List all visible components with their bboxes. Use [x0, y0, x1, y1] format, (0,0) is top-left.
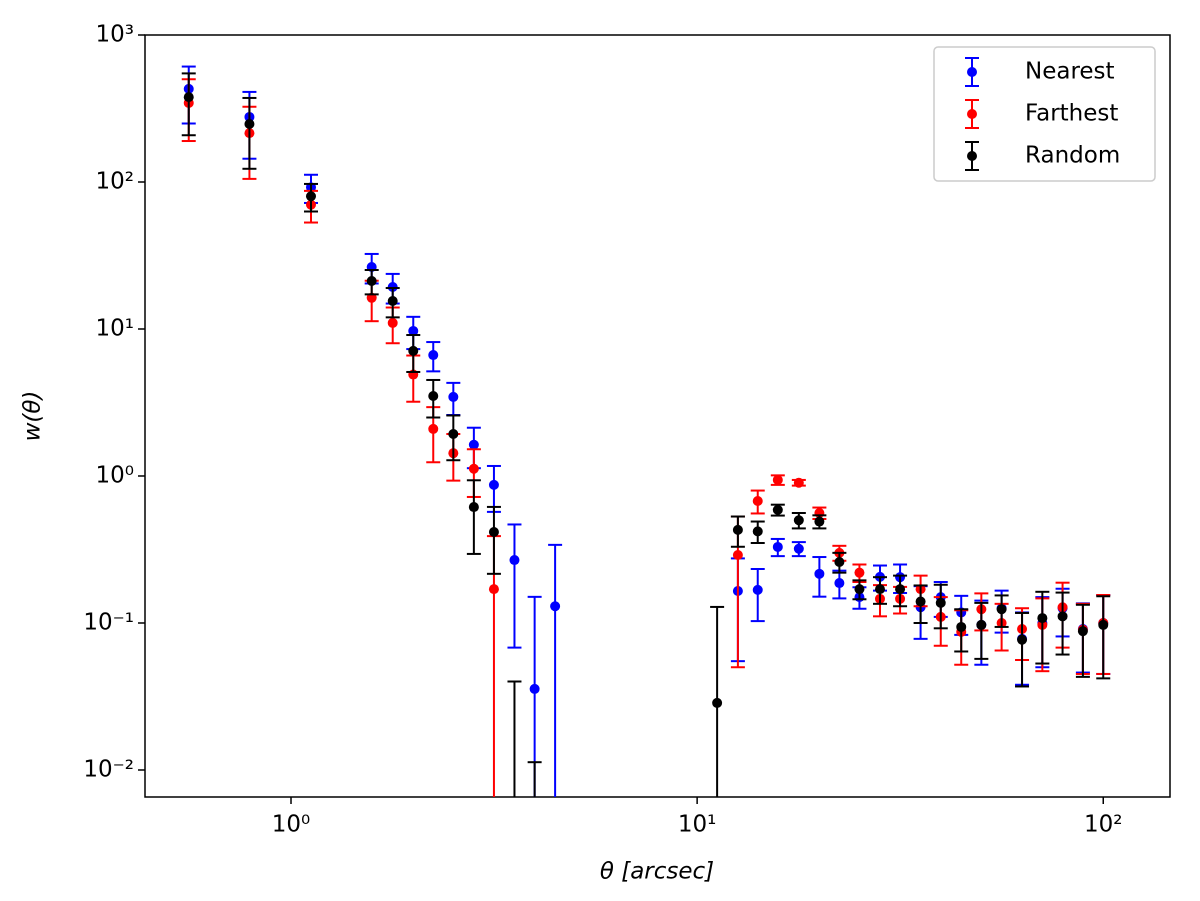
marker	[408, 325, 419, 336]
marker	[834, 578, 845, 589]
marker	[834, 556, 845, 567]
y-tick-label: 10¹	[96, 315, 135, 341]
legend-marker	[967, 151, 977, 161]
error-bar	[486, 505, 501, 575]
marker	[1077, 626, 1088, 637]
legend-marker	[967, 109, 977, 119]
error-bar	[1096, 595, 1111, 680]
marker	[428, 350, 439, 361]
error-bar	[507, 680, 522, 797]
y-tick-label: 10⁻¹	[83, 609, 134, 635]
marker	[915, 596, 926, 607]
error-bar	[527, 761, 542, 797]
marker	[1057, 611, 1068, 622]
marker	[854, 567, 865, 578]
marker	[408, 345, 419, 356]
legend-label: Random	[1025, 143, 1120, 169]
y-tick-label: 10²	[96, 168, 135, 194]
marker	[793, 543, 804, 554]
marker	[550, 601, 561, 612]
marker	[428, 391, 439, 402]
marker	[468, 439, 479, 450]
error-bar	[486, 535, 501, 797]
marker	[935, 597, 946, 608]
marker	[1017, 634, 1028, 645]
marker	[509, 555, 520, 566]
y-tick-label: 10⁰	[96, 462, 135, 488]
legend-marker	[967, 67, 977, 77]
marker	[366, 276, 377, 287]
marker	[488, 479, 499, 490]
marker	[387, 282, 398, 293]
marker	[996, 604, 1007, 615]
marker	[793, 477, 804, 488]
marker	[488, 584, 499, 595]
x-tick-label: 10¹	[678, 812, 717, 838]
marker	[183, 92, 194, 103]
marker	[814, 516, 825, 527]
marker	[244, 119, 255, 130]
marker	[488, 526, 499, 537]
error-bar	[750, 567, 765, 623]
marker	[509, 868, 519, 878]
marker	[752, 495, 763, 506]
marker	[1037, 613, 1048, 624]
legend-box	[933, 46, 1156, 182]
y-axis-label: w(θ)	[20, 391, 46, 442]
y-tick-label: 10⁻²	[83, 756, 134, 782]
marker	[976, 619, 987, 630]
marker	[752, 526, 763, 537]
marker	[814, 568, 825, 579]
error-bar	[1035, 590, 1050, 665]
marker	[387, 317, 398, 328]
marker	[448, 429, 459, 440]
error-bar	[507, 523, 522, 649]
marker	[529, 683, 540, 694]
marker	[793, 515, 804, 526]
marker	[428, 423, 439, 434]
x-tick-label: 10⁰	[272, 812, 311, 838]
marker	[732, 550, 743, 561]
marker	[448, 391, 459, 402]
marker	[468, 463, 479, 474]
marker	[895, 584, 906, 595]
error-bar	[466, 479, 481, 555]
marker	[712, 697, 723, 708]
error-bar	[1055, 591, 1070, 656]
marker	[1098, 619, 1109, 630]
error-bar	[242, 96, 257, 170]
error-bar	[181, 72, 196, 137]
plot-area	[181, 65, 1111, 878]
error-bar	[1075, 603, 1090, 678]
marker	[305, 191, 316, 202]
marker	[387, 296, 398, 307]
legend-label: Farthest	[1025, 101, 1118, 127]
legend: Nearest Farthest Random	[933, 46, 1156, 182]
plot-frame	[144, 34, 1171, 798]
marker	[956, 621, 967, 632]
marker	[772, 541, 783, 552]
legend-label: Nearest	[1025, 59, 1115, 85]
marker	[772, 504, 783, 515]
error-bar	[1015, 611, 1030, 688]
marker	[874, 584, 885, 595]
error-bar	[710, 605, 725, 797]
marker	[752, 584, 763, 595]
error-bar	[548, 543, 563, 797]
marker	[772, 474, 783, 485]
marker	[854, 584, 865, 595]
error-bar	[974, 601, 989, 660]
x-axis-label: θ [arcsec]	[600, 859, 714, 885]
marker	[732, 524, 743, 535]
x-tick-label: 10²	[1084, 812, 1123, 838]
y-tick-label: 10³	[96, 22, 135, 48]
marker	[468, 502, 479, 513]
